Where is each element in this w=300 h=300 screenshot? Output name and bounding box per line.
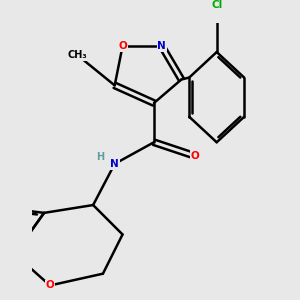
Text: N: N <box>158 41 166 51</box>
Text: CH₃: CH₃ <box>68 50 87 60</box>
Text: H: H <box>96 152 104 162</box>
Text: Cl: Cl <box>211 0 222 10</box>
Text: N: N <box>110 159 119 169</box>
Text: O: O <box>46 280 54 290</box>
Text: O: O <box>118 41 127 51</box>
Text: O: O <box>191 151 200 161</box>
